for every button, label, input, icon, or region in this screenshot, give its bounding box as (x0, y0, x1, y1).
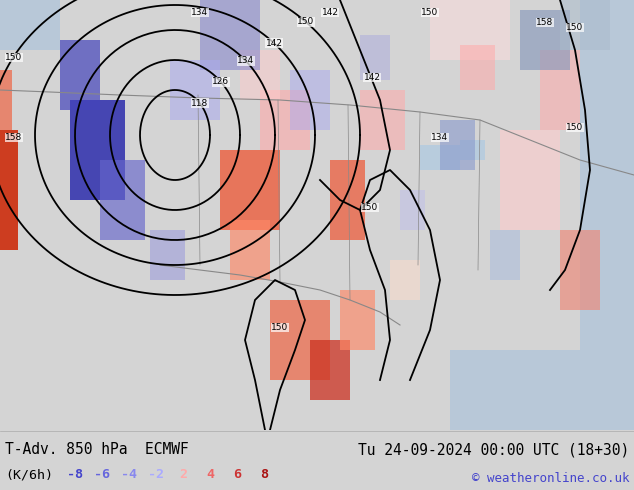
Text: 134: 134 (432, 133, 449, 142)
Bar (70, 100, 125, 200)
Text: 118: 118 (191, 98, 209, 108)
Bar (150, 230, 185, 280)
Bar (490, 230, 520, 280)
Text: 158: 158 (536, 18, 553, 27)
Bar (400, 190, 425, 230)
Bar (440, 120, 475, 170)
Text: 150: 150 (5, 53, 22, 62)
Text: © weatheronline.co.uk: © weatheronline.co.uk (472, 472, 629, 485)
Text: -8: -8 (67, 468, 83, 481)
Bar (100, 160, 145, 240)
Bar (560, 0, 610, 50)
Bar (360, 35, 390, 80)
Bar (260, 90, 310, 150)
Bar (430, 0, 510, 60)
Bar (450, 350, 580, 430)
Bar (390, 260, 420, 300)
Bar (310, 340, 350, 400)
Bar (500, 130, 560, 230)
Bar (330, 160, 365, 240)
Text: 150: 150 (566, 23, 584, 32)
Text: -6: -6 (94, 468, 110, 481)
Bar (0, 130, 18, 250)
Text: 150: 150 (361, 203, 378, 212)
Text: -4: -4 (121, 468, 137, 481)
Bar (360, 90, 405, 150)
Bar (420, 145, 460, 170)
Text: Tu 24-09-2024 00:00 UTC (18+30): Tu 24-09-2024 00:00 UTC (18+30) (358, 442, 629, 457)
Text: 150: 150 (566, 123, 584, 132)
Text: 142: 142 (266, 39, 283, 48)
Text: T-Adv. 850 hPa  ECMWF: T-Adv. 850 hPa ECMWF (5, 442, 189, 457)
Text: 150: 150 (422, 8, 439, 17)
Text: -2: -2 (148, 468, 164, 481)
Bar (240, 50, 280, 100)
Bar (580, 0, 634, 430)
Bar (60, 40, 100, 110)
Text: 158: 158 (5, 133, 22, 142)
Bar (0, 0, 60, 50)
Bar (340, 290, 375, 350)
Text: 8: 8 (260, 468, 268, 481)
Bar (520, 10, 570, 70)
Text: 4: 4 (206, 468, 214, 481)
Bar (230, 220, 270, 280)
Text: 142: 142 (363, 73, 380, 82)
Bar (220, 150, 280, 230)
Text: 2: 2 (179, 468, 187, 481)
Text: 134: 134 (191, 8, 209, 17)
Text: 126: 126 (212, 77, 230, 86)
Bar (270, 300, 330, 380)
Text: 142: 142 (321, 8, 339, 17)
Bar (560, 230, 600, 310)
Bar (0, 70, 12, 130)
Text: 150: 150 (297, 17, 314, 26)
Text: (K/6h): (K/6h) (5, 468, 53, 481)
Text: 134: 134 (237, 56, 254, 65)
Bar (290, 70, 330, 130)
Text: 150: 150 (271, 323, 288, 332)
Bar (540, 50, 580, 130)
Text: 6: 6 (233, 468, 241, 481)
Bar (200, 0, 260, 70)
Bar (460, 45, 495, 90)
Bar (170, 60, 220, 120)
Bar (460, 140, 485, 160)
